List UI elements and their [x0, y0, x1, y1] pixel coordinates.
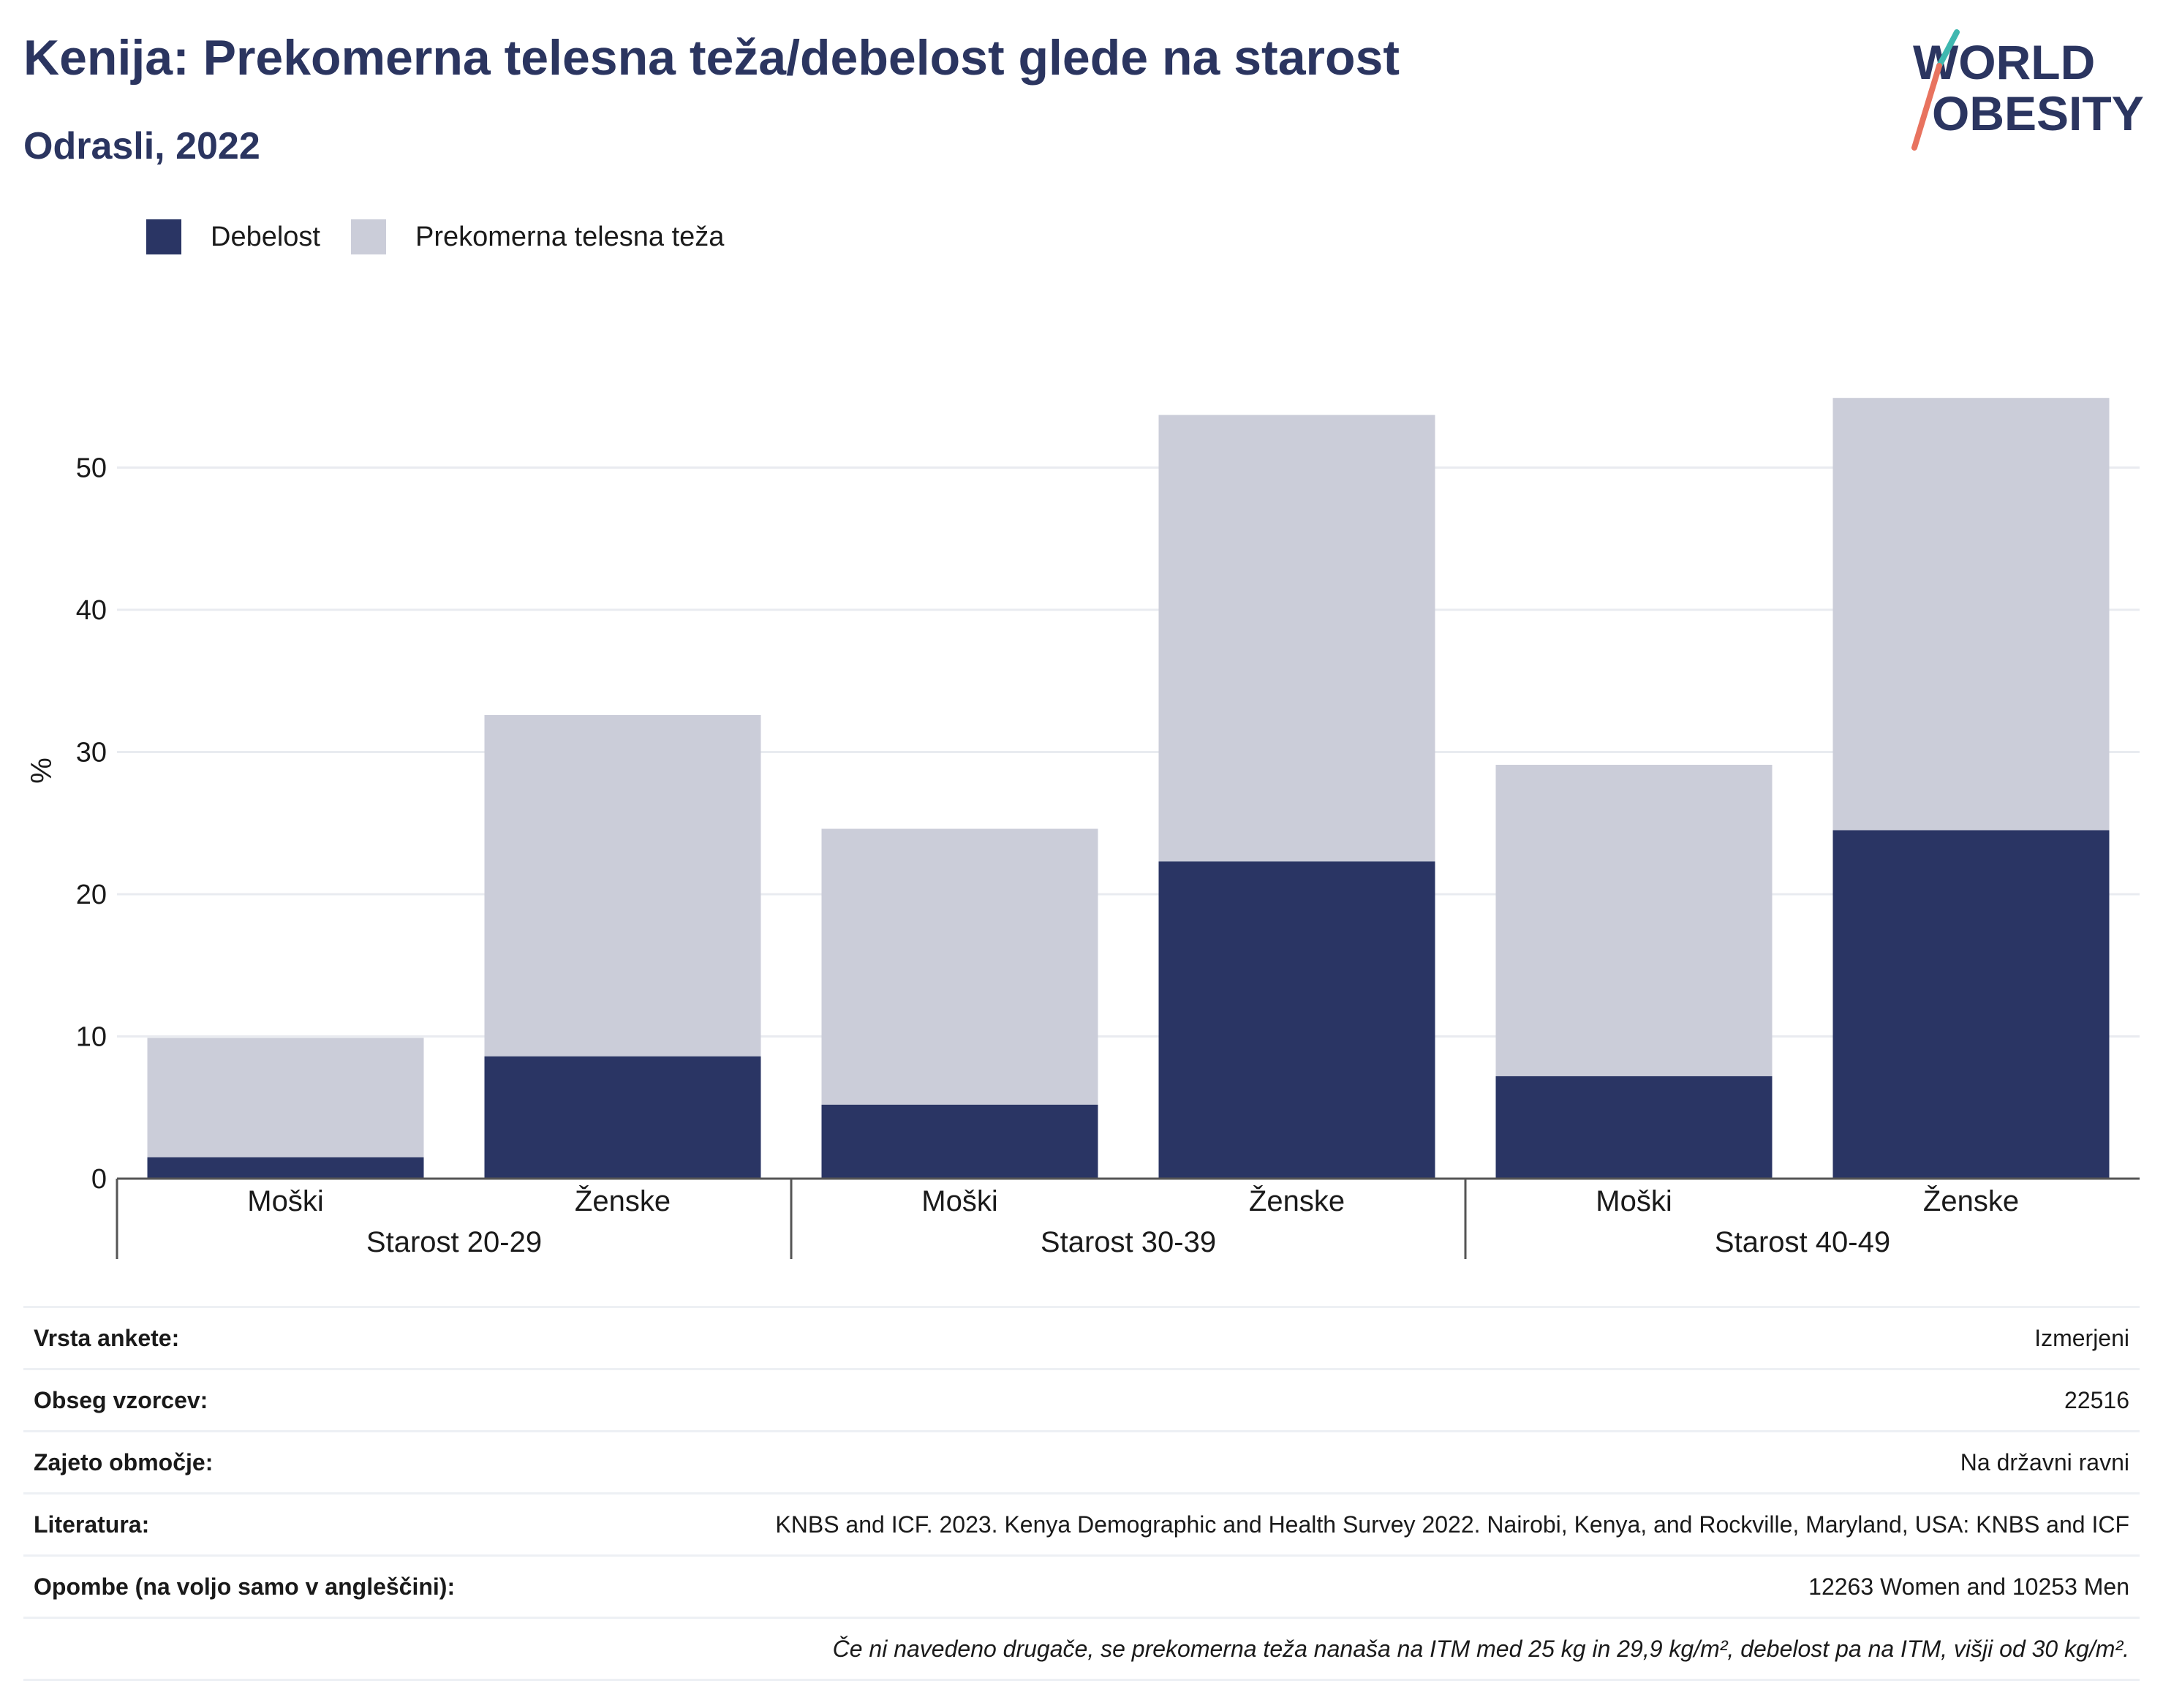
x-tick-label: Moški [1596, 1185, 1672, 1217]
bar-overweight [1832, 398, 2110, 831]
legend-item-obesity[interactable]: Debelost [146, 219, 320, 254]
svg-text:OBESITY: OBESITY [1932, 86, 2144, 140]
y-tick-label: 0 [91, 1164, 107, 1195]
info-row-notes: Opombe (na voljo samo v angleščini): 122… [23, 1554, 2140, 1618]
info-label: Obseg vzorcev: [23, 1368, 538, 1432]
info-row-survey-type: Vrsta ankete: Izmerjeni [23, 1306, 2140, 1369]
bar-obesity [147, 1157, 424, 1179]
group-label: Starost 40-49 [1715, 1226, 1890, 1258]
bar-obesity [1495, 1076, 1773, 1179]
chart-title: Kenija: Prekomerna telesna teža/debelost… [23, 30, 1400, 86]
info-row-literature: Literatura: KNBS and ICF. 2023. Kenya De… [23, 1492, 2140, 1556]
info-row-sample-size: Obseg vzorcev: 22516 [23, 1368, 2140, 1432]
bar-overweight [1158, 415, 1435, 862]
bar-overweight [1495, 765, 1773, 1076]
bar-overweight [147, 1038, 424, 1157]
bar-overweight [821, 828, 1098, 1105]
legend-swatch-obesity [146, 219, 181, 254]
info-row-coverage: Zajeto območje: Na državni ravni [23, 1430, 2140, 1494]
x-tick-label: Ženske [1923, 1184, 2019, 1217]
world-obesity-logo: WORLD OBESITY [1911, 29, 2144, 151]
info-row-footnote: Če ni navedeno drugače, se prekomerna te… [23, 1617, 2140, 1681]
group-label: Starost 30-39 [1041, 1226, 1216, 1258]
x-tick-label: Moški [247, 1185, 323, 1217]
bar-obesity [1832, 830, 2110, 1179]
x-tick-label: Ženske [1249, 1184, 1345, 1217]
x-tick-label: Moški [921, 1185, 997, 1217]
bar-obesity [821, 1104, 1098, 1179]
y-axis-title: % [26, 757, 58, 784]
info-label: Literatura: [23, 1492, 538, 1556]
legend-swatch-overweight [350, 219, 386, 254]
info-label: Opombe (na voljo samo v angleščini): [23, 1554, 538, 1618]
group-label: Starost 20-29 [366, 1226, 542, 1258]
y-tick-label: 30 [76, 738, 107, 768]
bar-obesity [484, 1056, 761, 1179]
info-value: 12263 Women and 10253 Men [537, 1554, 2140, 1618]
bar-obesity [1158, 861, 1435, 1179]
stacked-bar-chart: 0 10 20 30 40 50% Moški Ženske Moški Ženske Moški Ž… [26, 398, 2140, 1259]
y-tick-label: 10 [76, 1022, 107, 1053]
info-value: 22516 [537, 1368, 2140, 1432]
info-label: Zajeto območje: [23, 1430, 538, 1494]
legend-label-obesity: Debelost [211, 221, 320, 252]
bar-overweight [484, 714, 761, 1057]
chart-subtitle: Odrasli, 2022 [23, 125, 260, 167]
legend-label-overweight: Prekomerna telesna teža [415, 221, 725, 252]
info-label: Vrsta ankete: [23, 1306, 538, 1369]
y-tick-label: 40 [76, 595, 107, 626]
info-value: Izmerjeni [537, 1306, 2140, 1369]
y-tick-label: 50 [76, 453, 107, 484]
y-tick-label: 20 [76, 880, 107, 910]
survey-info-table: Vrsta ankete: Izmerjeni Obseg vzorcev: 2… [23, 1306, 2140, 1681]
definition-footnote: Če ni navedeno drugače, se prekomerna te… [23, 1617, 2140, 1681]
x-tick-label: Ženske [575, 1184, 671, 1217]
chart-legend: Debelost Prekomerna telesna teža [146, 215, 755, 259]
info-value: KNBS and ICF. 2023. Kenya Demographic an… [537, 1492, 2140, 1556]
info-value: Na državni ravni [537, 1430, 2140, 1494]
legend-item-overweight[interactable]: Prekomerna telesna teža [350, 219, 725, 254]
